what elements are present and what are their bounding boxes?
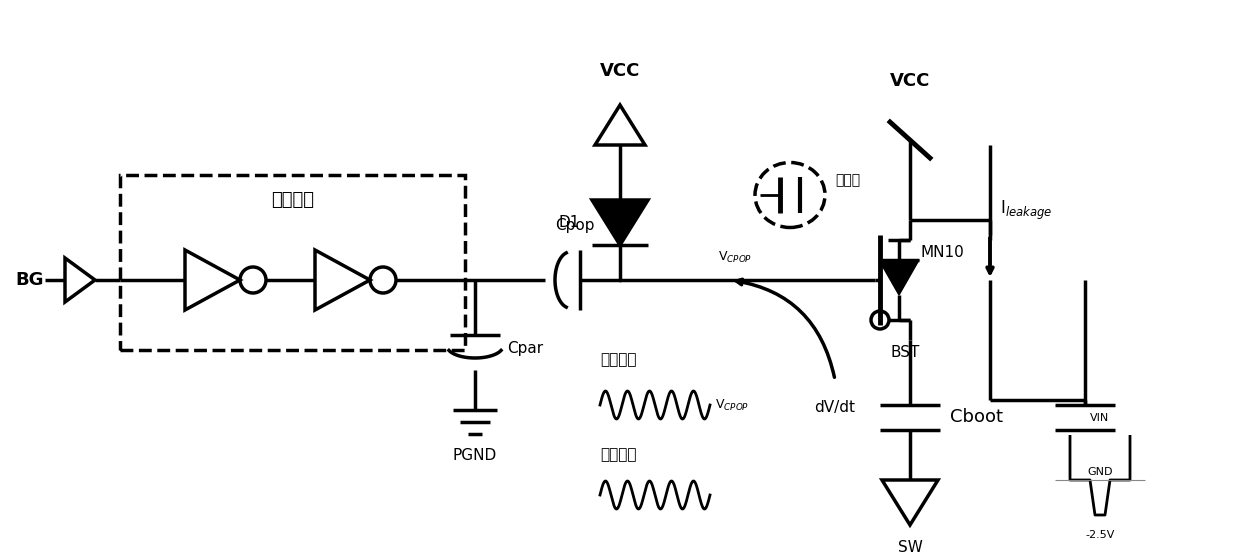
Polygon shape xyxy=(591,200,649,245)
Text: 误开启: 误开启 xyxy=(835,173,861,187)
Text: Cpar: Cpar xyxy=(507,340,543,356)
Text: 地弹效应: 地弹效应 xyxy=(600,447,636,463)
Text: Cboot: Cboot xyxy=(950,408,1003,427)
Text: 电源抖动: 电源抖动 xyxy=(600,352,636,367)
Text: VIN: VIN xyxy=(1090,413,1110,423)
Text: V$_{CPOP}$: V$_{CPOP}$ xyxy=(718,250,753,265)
Text: BG: BG xyxy=(15,271,43,289)
Text: VCC: VCC xyxy=(600,62,640,80)
Text: D1: D1 xyxy=(559,215,580,230)
Text: VCC: VCC xyxy=(890,72,930,90)
Text: I$_{leakage}$: I$_{leakage}$ xyxy=(999,198,1053,222)
Text: dV/dt: dV/dt xyxy=(815,400,856,415)
Circle shape xyxy=(870,311,889,329)
Text: -2.5V: -2.5V xyxy=(1085,530,1115,540)
Text: GND: GND xyxy=(1087,467,1112,477)
Text: MN10: MN10 xyxy=(920,245,963,260)
Text: BST: BST xyxy=(890,345,920,360)
Text: PGND: PGND xyxy=(453,447,497,463)
Text: 反相器链: 反相器链 xyxy=(272,191,314,209)
Polygon shape xyxy=(879,260,919,295)
Text: V$_{CPOP}$: V$_{CPOP}$ xyxy=(715,398,749,413)
Text: Cpop: Cpop xyxy=(556,217,595,232)
Text: SW: SW xyxy=(898,540,923,555)
